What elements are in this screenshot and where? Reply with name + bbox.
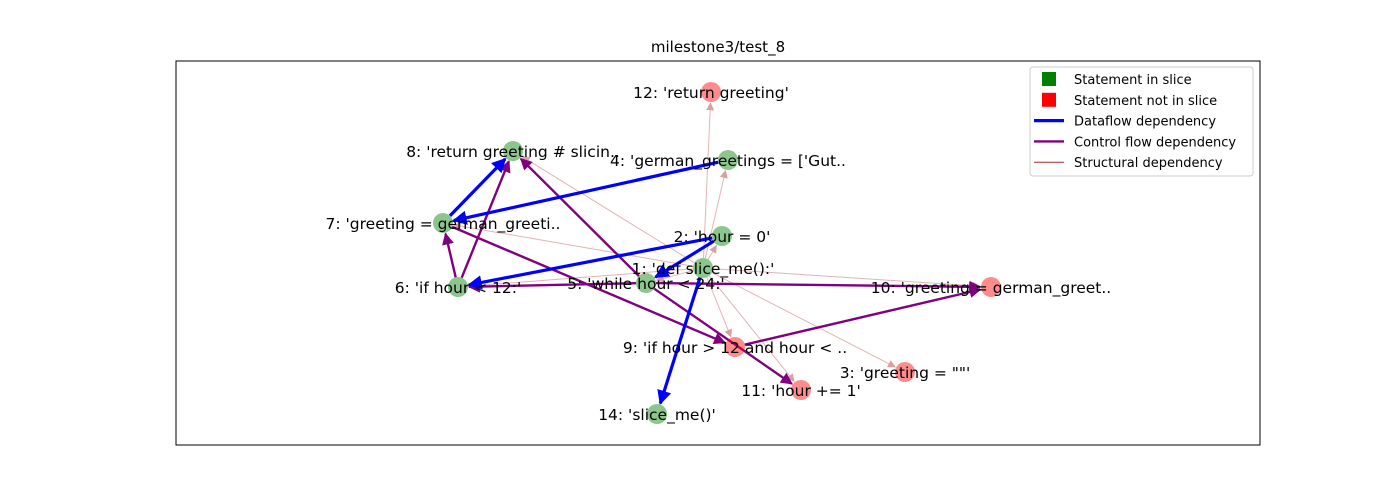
node-label-9: 9: 'if hour > 12 and hour < .. xyxy=(623,339,847,357)
graph-node-4 xyxy=(718,150,738,170)
control-edge-6-7 xyxy=(442,232,457,278)
graph-node-3 xyxy=(895,362,915,382)
legend-swatch-in_slice xyxy=(1042,72,1056,86)
graph-node-12 xyxy=(701,82,721,102)
structural-edge-1-3 xyxy=(711,272,896,368)
control-edge-6-8 xyxy=(460,160,511,279)
node-label-8: 8: 'return greeting # slicin.. xyxy=(406,143,620,161)
control-edge-5-6 xyxy=(467,280,637,293)
graph-node-2 xyxy=(712,226,732,246)
legend-label-in_slice: Statement in slice xyxy=(1074,73,1192,88)
control-edge-5-10 xyxy=(655,280,982,293)
dataflow-edge-2-5 xyxy=(654,239,715,279)
node-label-3: 3: 'greeting = ""' xyxy=(840,364,971,382)
graph-nodes xyxy=(433,82,1001,424)
structural-edge-1-10 xyxy=(712,268,981,290)
graph-node-11 xyxy=(791,380,811,400)
node-labels: 1: 'def slice_me():' 2: 'hour = 0' 3: 'gre… xyxy=(326,84,1112,425)
node-label-12: 12: 'return greeting' xyxy=(633,84,789,102)
dataflow-edge-2-6 xyxy=(467,236,713,290)
structural-edges xyxy=(453,102,981,383)
control-edge-9-10 xyxy=(744,286,982,346)
structural-edge-1-8 xyxy=(521,156,695,264)
control-edge-7-9 xyxy=(451,225,727,345)
node-label-2: 2: 'hour = 0' xyxy=(674,228,771,246)
graph-node-10 xyxy=(981,277,1001,297)
node-label-14: 14: 'slice_me()' xyxy=(598,406,716,425)
graph-node-6 xyxy=(448,277,468,297)
node-label-10: 10: 'greeting = german_greet.. xyxy=(871,279,1112,298)
legend-label-control: Control flow dependency xyxy=(1074,135,1236,150)
node-label-4: 4: 'german_greetings = ['Gut.. xyxy=(610,152,846,171)
legend-label-dataflow: Dataflow dependency xyxy=(1074,115,1216,130)
graph-node-9 xyxy=(725,337,745,357)
structural-edge-1-11 xyxy=(708,275,795,383)
node-label-11: 11: 'hour += 1' xyxy=(741,382,861,400)
legend-label-structural: Structural dependency xyxy=(1074,156,1223,171)
dataflow-edge-1-14 xyxy=(657,277,702,405)
graph-node-5 xyxy=(636,273,656,293)
graph-node-1 xyxy=(693,258,713,278)
node-label-1: 1: 'def slice_me():' xyxy=(632,260,775,279)
legend: Statement in slice Statement not in slice… xyxy=(1029,66,1254,177)
dataflow-edge-4-7 xyxy=(452,160,719,225)
dependency-edges xyxy=(442,157,982,405)
node-label-5: 5: 'while hour < 24:' xyxy=(567,275,724,293)
structural-edge-1-9 xyxy=(706,277,732,338)
graph-node-7 xyxy=(433,213,453,233)
legend-box xyxy=(1029,66,1254,177)
graph-node-14 xyxy=(647,404,667,424)
legend-swatch-not_in_slice xyxy=(1042,92,1056,107)
structural-edge-1-12 xyxy=(703,102,715,259)
node-label-7: 7: 'greeting = german_greeti.. xyxy=(326,215,561,234)
graph-node-8 xyxy=(503,141,523,161)
figure-title: milestone3/test_8 xyxy=(651,38,785,57)
legend-label-not_in_slice: Statement not in slice xyxy=(1074,94,1217,109)
node-label-6: 6: 'if hour < 12:' xyxy=(395,279,522,297)
structural-edge-1-2 xyxy=(707,244,717,260)
dataflow-edge-7-8 xyxy=(448,157,507,217)
structural-edge-1-7 xyxy=(453,222,694,267)
structural-edge-1-5 xyxy=(655,270,694,283)
